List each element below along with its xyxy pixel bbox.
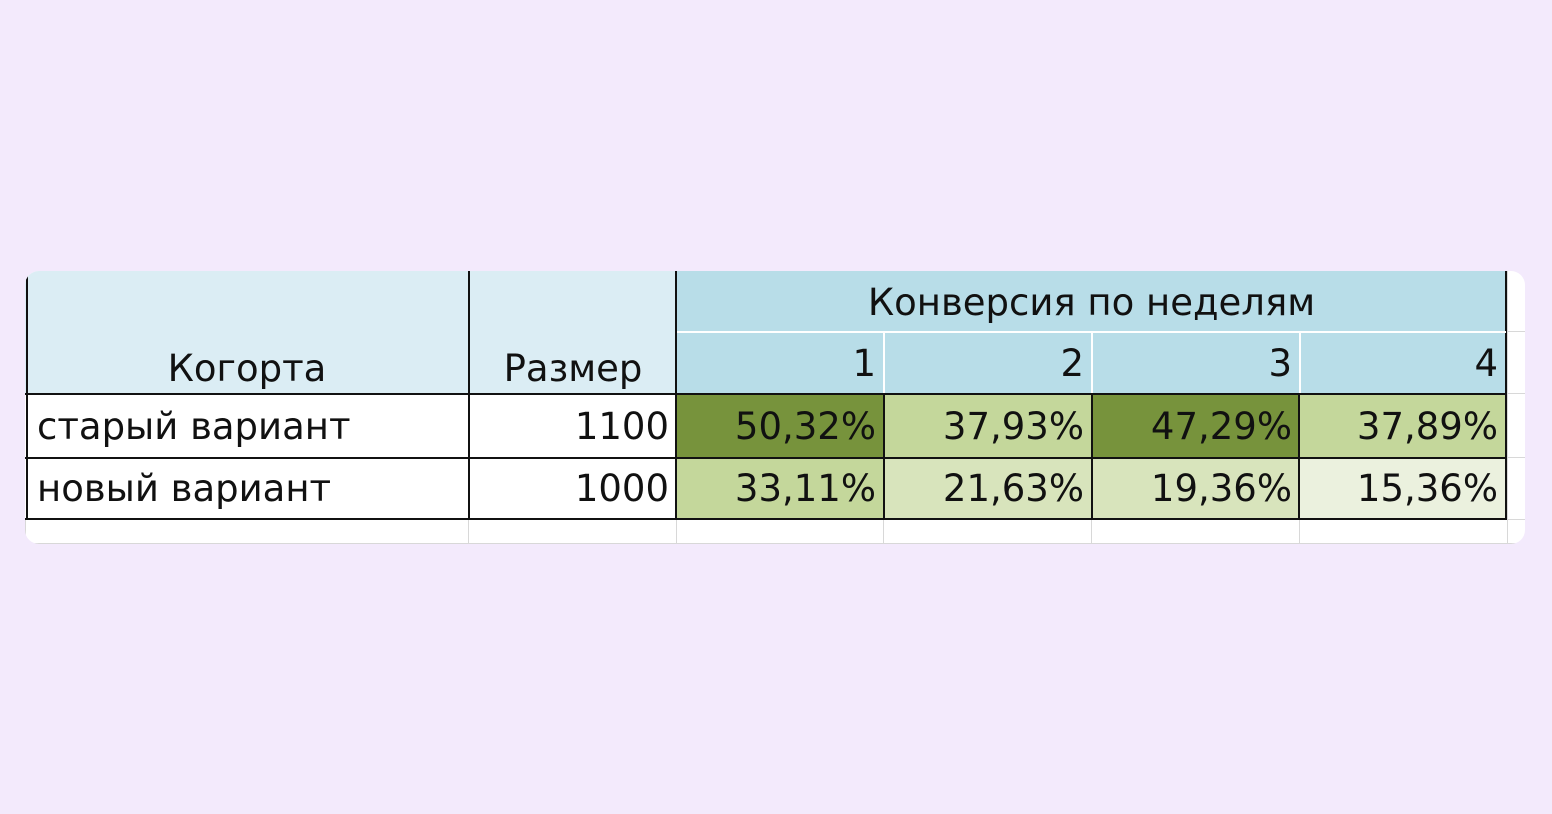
gridline — [1091, 519, 1092, 544]
row-old-week-4: 37,89% — [1300, 395, 1506, 457]
gridline — [1507, 271, 1508, 544]
header-week-4: 4 — [1300, 333, 1506, 393]
gridline — [25, 519, 26, 544]
header-week-1: 1 — [677, 333, 884, 393]
table-border — [25, 518, 1507, 520]
cohort-conversion-table: Когорта Размер Конверсия по неделям 1 2 … — [25, 271, 1525, 544]
header-divider — [1091, 333, 1093, 393]
row-old-cohort: старый вариант — [37, 404, 351, 448]
gridline — [468, 519, 469, 544]
header-divider — [1299, 333, 1301, 393]
row-old-week-2: 37,93% — [884, 395, 1092, 457]
gridline — [1299, 519, 1300, 544]
header-divider — [883, 333, 885, 393]
row-new-cohort: новый вариант — [37, 466, 332, 510]
header-divider — [677, 331, 1506, 333]
table-card: Когорта Размер Конверсия по неделям 1 2 … — [25, 271, 1525, 544]
gridline — [1508, 393, 1525, 394]
row-old-week-3: 47,29% — [1092, 395, 1300, 457]
table-border — [26, 271, 28, 520]
row-new-week-1: 33,11% — [677, 457, 884, 519]
header-conversion-by-week: Конверсия по неделям — [677, 271, 1506, 333]
table-border — [1505, 271, 1507, 520]
table-border — [468, 271, 470, 520]
gridline — [1508, 331, 1525, 332]
row-new-week-2: 21,63% — [884, 457, 1092, 519]
row-old-size: 1100 — [574, 404, 669, 448]
gridline — [676, 519, 677, 544]
gridline — [1508, 457, 1525, 458]
gridline — [25, 543, 1525, 544]
row-new-week-4: 15,36% — [1300, 457, 1506, 519]
gridline — [883, 519, 884, 544]
header-size: Размер — [469, 271, 677, 393]
header-week-2: 2 — [884, 333, 1092, 393]
table-border — [675, 271, 677, 520]
table-border — [25, 393, 1507, 395]
row-new-week-3: 19,36% — [1092, 457, 1300, 519]
row-new-size: 1000 — [574, 466, 669, 510]
header-cohort: Когорта — [25, 271, 469, 393]
table-border — [25, 457, 1507, 459]
row-old-week-1: 50,32% — [677, 395, 884, 457]
header-week-3: 3 — [1092, 333, 1300, 393]
